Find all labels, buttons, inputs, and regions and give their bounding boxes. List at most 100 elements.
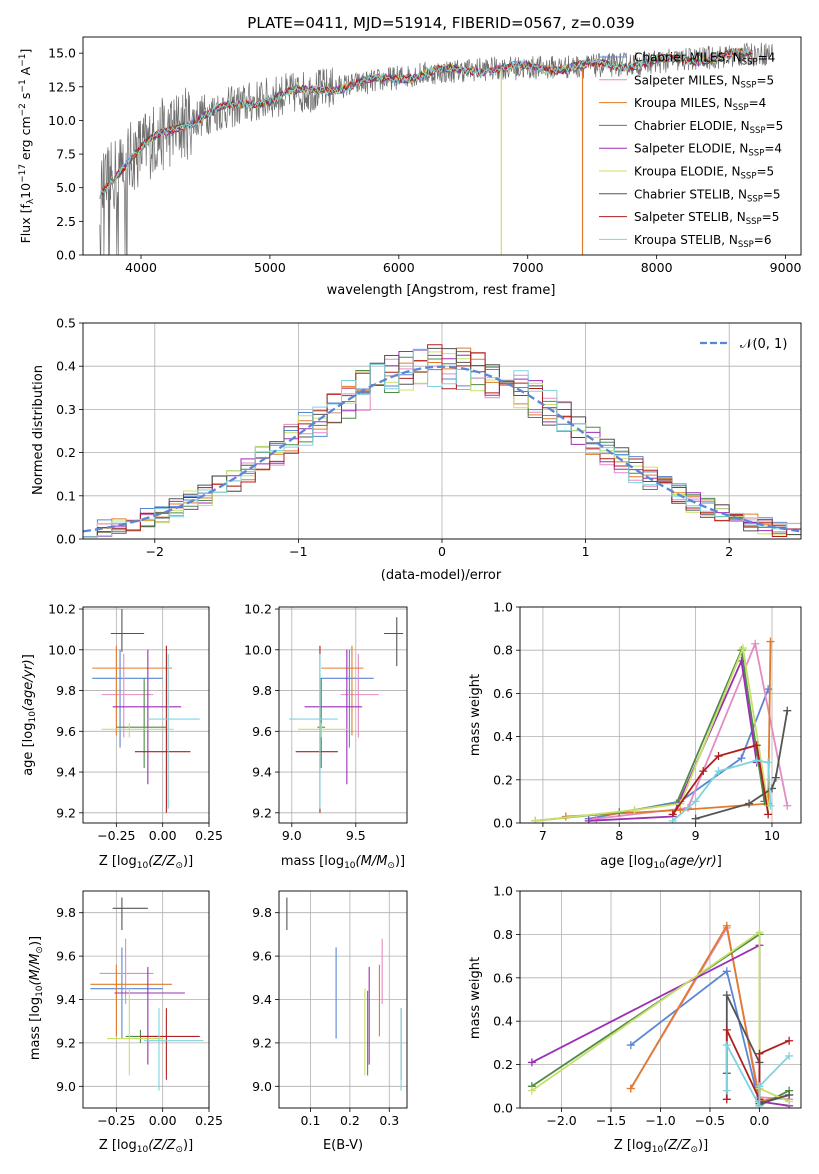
weight-marker xyxy=(738,644,747,653)
x-tick-label: −0.25 xyxy=(97,828,135,843)
weight-marker xyxy=(755,1082,764,1091)
y-tick-label: 1.0 xyxy=(493,884,513,899)
weight-marker xyxy=(766,637,775,646)
y-tick-label: 9.6 xyxy=(56,949,76,964)
error-bar-point xyxy=(321,645,364,736)
weight-marker xyxy=(722,967,731,976)
weight-marker xyxy=(771,773,780,782)
xlabel-part: (Z/Z xyxy=(663,1138,691,1153)
weight-marker xyxy=(722,1086,731,1095)
spectrum-title: PLATE=0411, MJD=51914, FIBERID=0567, z=0… xyxy=(247,14,634,32)
weight-vs-age-panel: 7 8 9 10 0.0 0.2 0.4 0.6 0.8 1.0 xyxy=(493,600,802,843)
xlabel-part: Z [log xyxy=(614,1138,652,1153)
y-tick-label: 0.0 xyxy=(56,532,76,547)
legend-entry: Chabrier STELIB, NSSP=5 xyxy=(599,187,781,204)
y-tick-label: 12.5 xyxy=(48,79,76,94)
plot-area xyxy=(92,609,200,813)
weight-marker xyxy=(783,801,792,810)
legend-entry: Salpeter ELODIE, NSSP=4 xyxy=(599,142,782,159)
plot-area xyxy=(286,897,402,1091)
xlabel-sub: 10 xyxy=(344,861,356,871)
error-bar-point xyxy=(298,723,350,738)
y-tick-label: 0.6 xyxy=(493,686,513,701)
x-tick-label: 0.1 xyxy=(301,1113,321,1128)
legend-label-part: Kroupa ELODIE, N xyxy=(634,165,741,179)
weight-marker xyxy=(755,928,764,937)
legend-label: Kroupa ELODIE, NSSP=5 xyxy=(634,165,774,182)
age-vs-metallicity-ylabel: age [log10(age/yr)] xyxy=(21,654,38,776)
y-tick-label: 0.5 xyxy=(56,316,76,331)
xlabel-part: mass [log xyxy=(281,854,344,869)
spectrum-ylabel-part: Flux [f xyxy=(18,204,33,244)
error-bar-point xyxy=(90,964,172,1037)
weight-marker xyxy=(737,754,746,763)
legend-label-part: =5 xyxy=(756,73,774,87)
y-tick-label: 15.0 xyxy=(48,46,76,61)
weight-vs-metallicity-panel: −2.0 −1.5 −1.0 −0.5 0.0 0.0 0.2 0.4 0.6 0.8 1.0 xyxy=(493,884,802,1128)
legend-label-part: Salpeter MILES, N xyxy=(634,73,741,87)
ylabel-part: )] xyxy=(28,936,43,946)
weight-marker xyxy=(722,921,731,930)
y-tick-label: 0.8 xyxy=(493,927,513,942)
xlabel-part: (age/yr) xyxy=(665,854,717,869)
legend-label: Kroupa STELIB, NSSP=6 xyxy=(634,233,772,250)
weight-marker xyxy=(699,767,708,776)
x-tick-label: 0.25 xyxy=(195,828,223,843)
weight-marker xyxy=(737,657,746,665)
ylabel-part: mass [log xyxy=(28,997,43,1060)
weight-vs-age-ylabel: mass weight xyxy=(468,674,483,756)
x-tick-label: 8 xyxy=(615,828,623,843)
error-bar-point xyxy=(140,1008,200,1080)
legend-label-sub: SSP xyxy=(748,149,764,159)
weight-marker xyxy=(785,1051,794,1060)
ylabel-part: ] xyxy=(21,654,36,659)
legend-label-part: =4 xyxy=(758,51,776,65)
mass-vs-metallicity-panel: −0.25 0.00 0.25 9.0 9.2 9.4 9.6 9.8 xyxy=(56,890,223,1128)
y-tick-label: 2.5 xyxy=(56,214,76,229)
legend-label: Chabrier MILES, NSSP=4 xyxy=(634,51,775,68)
legend-label-part: Kroupa STELIB, N xyxy=(634,233,738,247)
y-tick-label: 0.0 xyxy=(56,248,76,263)
legend-label-part: Chabrier MILES, N xyxy=(634,51,742,65)
plot-area xyxy=(289,617,404,813)
y-tick-label: 0.0 xyxy=(493,1101,513,1116)
legend-entry: Kroupa STELIB, NSSP=6 xyxy=(599,233,772,250)
error-bar-point xyxy=(92,645,172,736)
legend-label: Salpeter MILES, NSSP=5 xyxy=(634,73,774,90)
x-tick-label: 0 xyxy=(438,544,446,559)
xlabel-part: )] xyxy=(183,1138,193,1153)
y-tick-label: 9.0 xyxy=(56,1079,76,1094)
legend-label-part: =5 xyxy=(756,165,774,179)
legend-label-sub: SSP xyxy=(750,126,766,136)
y-tick-label: 9.8 xyxy=(56,905,76,920)
x-tick-label: 6000 xyxy=(383,260,415,275)
weight-marker xyxy=(527,1086,536,1095)
y-tick-label: 9.6 xyxy=(56,724,76,739)
gaussian-reference-line xyxy=(83,365,801,533)
x-tick-label: −1 xyxy=(289,544,307,559)
xlabel-part: )] xyxy=(395,854,405,869)
mass-vs-extinction-xlabel: E(B-V) xyxy=(323,1138,363,1153)
xlabel-part: ] xyxy=(717,854,722,869)
xlabel-sub: 10 xyxy=(653,861,665,871)
x-tick-label: 0.25 xyxy=(195,1113,223,1128)
legend-label: Chabrier ELODIE, NSSP=5 xyxy=(634,119,783,136)
x-tick-label: 10 xyxy=(764,828,780,843)
legend-entry: 𝒩(0, 1) xyxy=(700,337,787,352)
xlabel-part: Z [log xyxy=(99,1138,137,1153)
weight-marker xyxy=(691,797,700,806)
spectrum-ylabel-part: ] xyxy=(18,49,33,54)
weight-marker xyxy=(764,685,773,694)
xlabel-part: Z [log xyxy=(99,854,137,869)
legend-label-part: Kroupa MILES, N xyxy=(634,96,733,110)
weight-line xyxy=(565,641,772,818)
age-vs-mass-panel: 9.0 9.5 9.2 9.4 9.6 9.8 10.0 10.2 xyxy=(244,602,408,843)
error-bar-point xyxy=(383,617,404,667)
legend-label-part: Salpeter ELODIE, N xyxy=(634,142,748,156)
y-tick-label: 9.2 xyxy=(252,1035,272,1050)
x-tick-label: 2 xyxy=(725,544,733,559)
weight-marker xyxy=(752,756,761,765)
legend-label: Salpeter STELIB, NSSP=5 xyxy=(634,210,779,227)
x-tick-label: 8000 xyxy=(641,260,673,275)
